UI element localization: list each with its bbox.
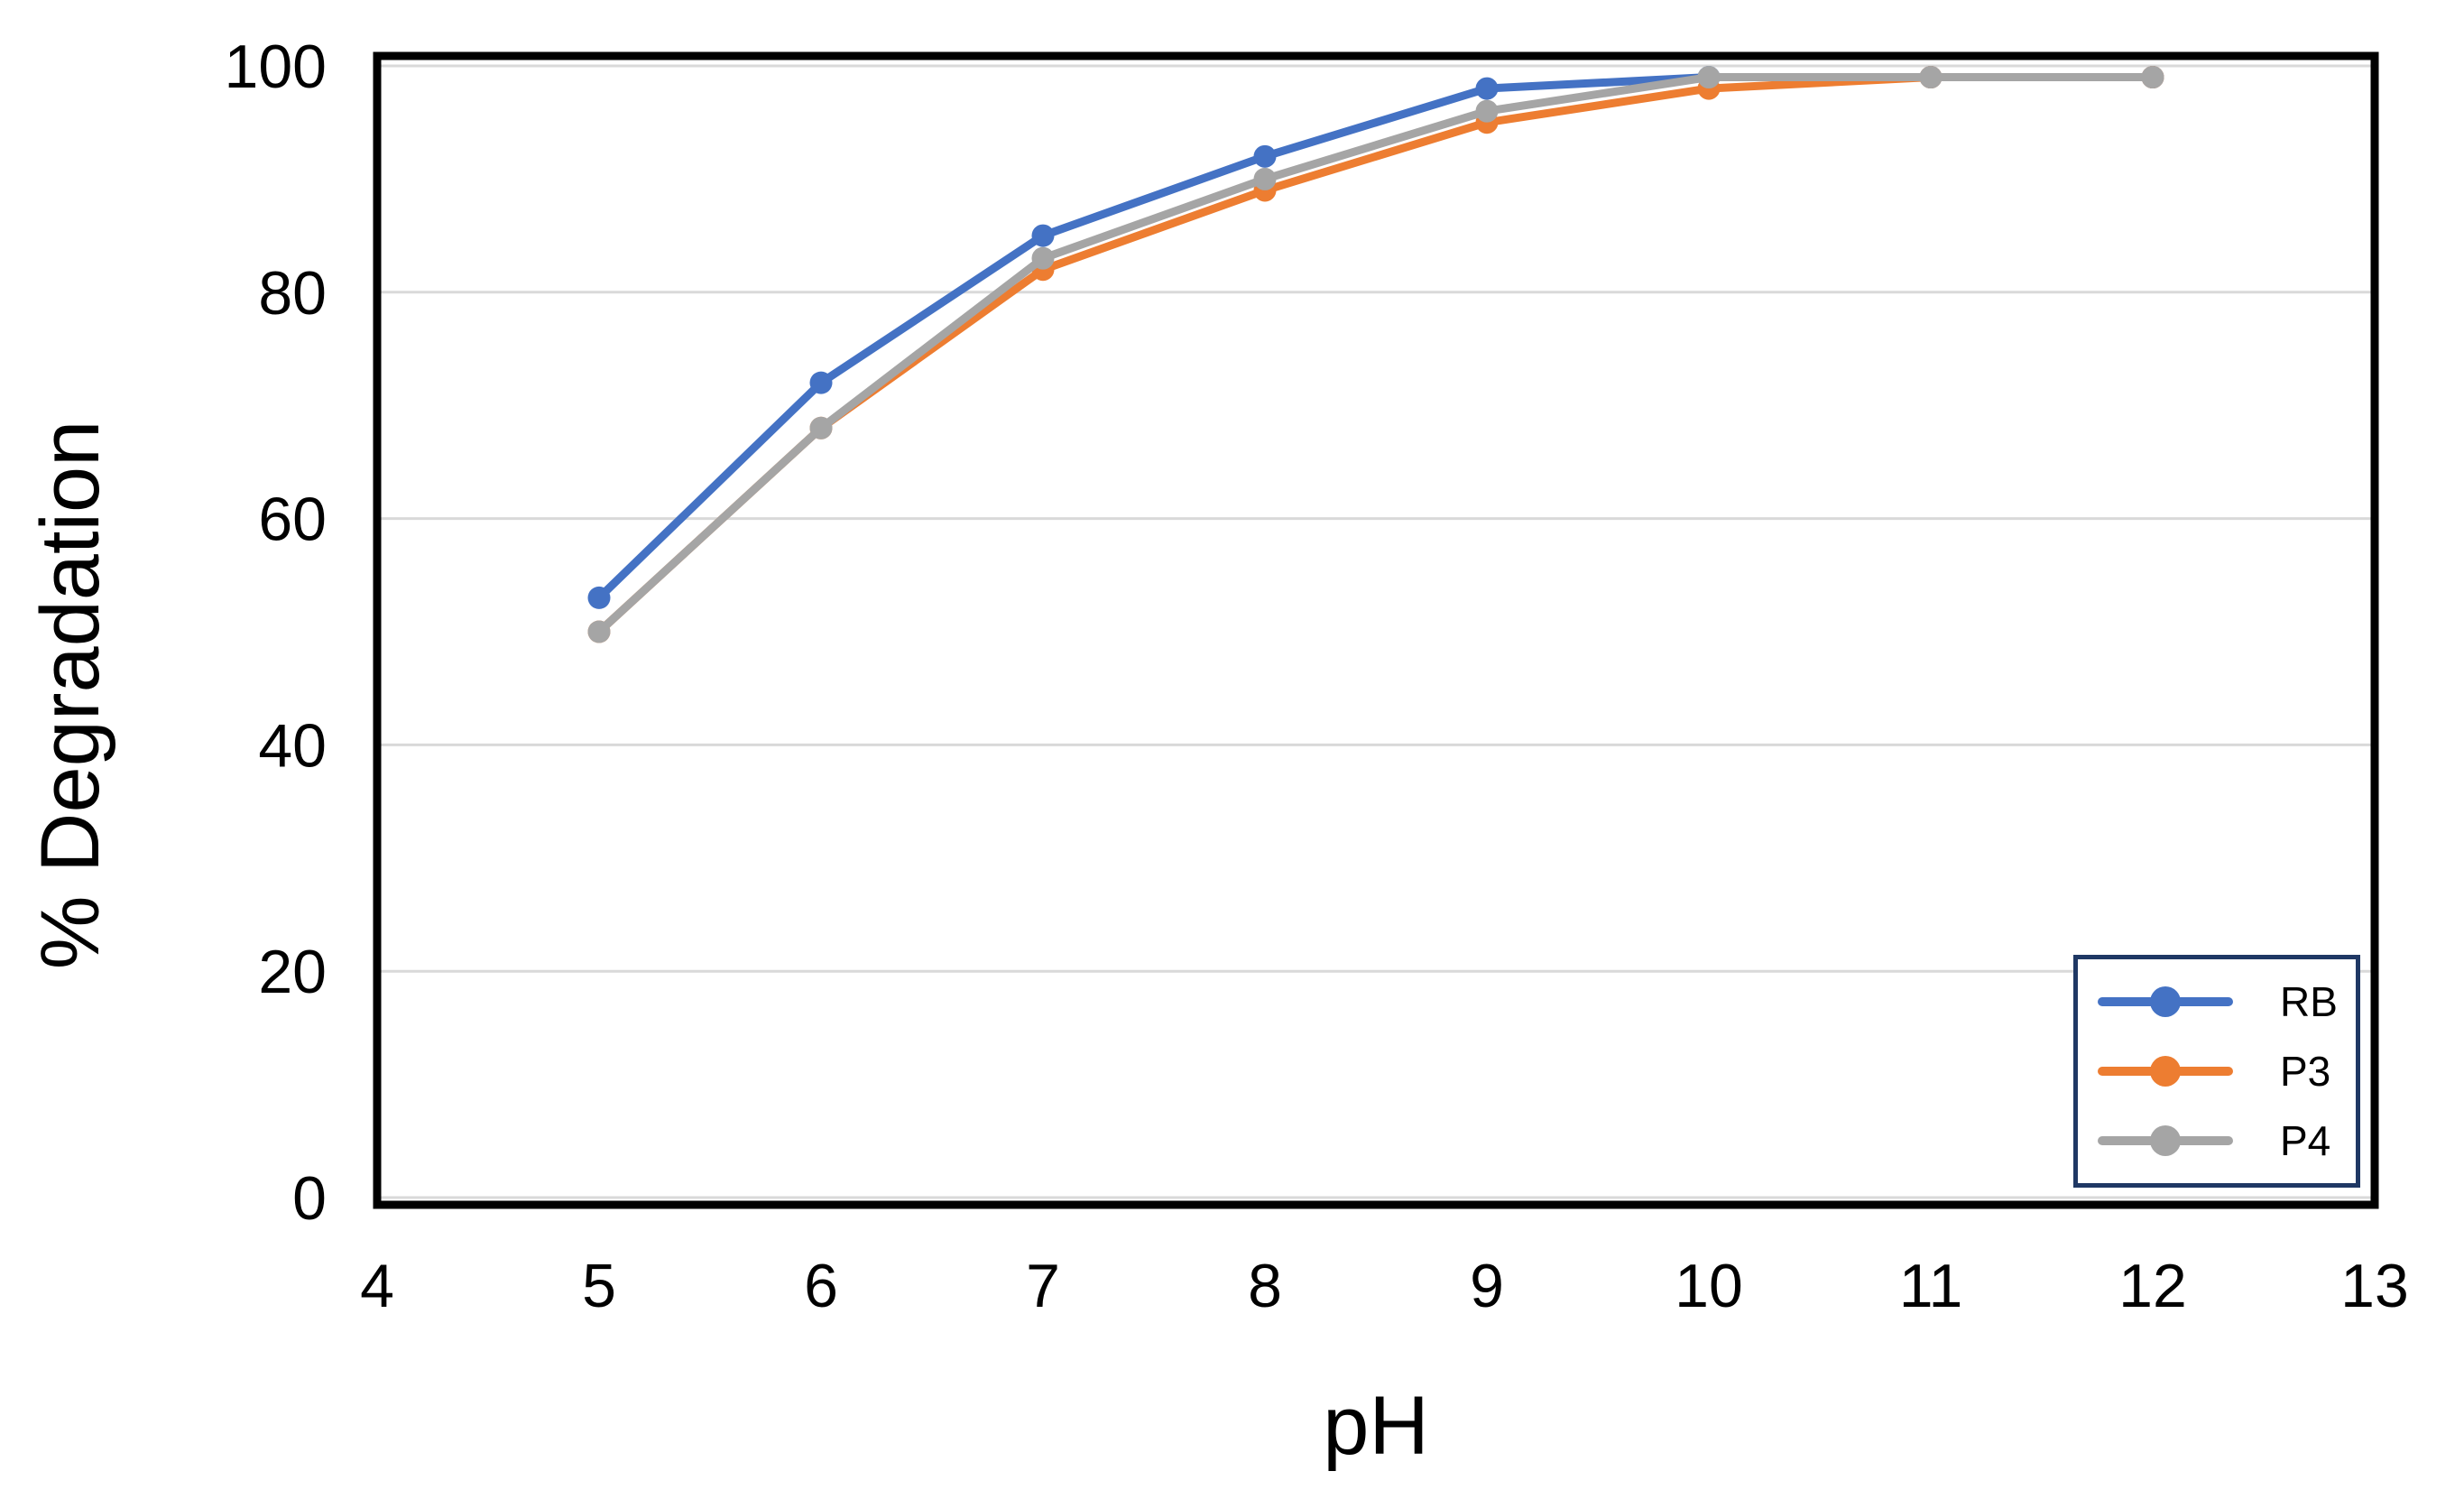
data-point-RB bbox=[1475, 77, 1499, 100]
legend-label-rb: RB bbox=[2280, 977, 2338, 1025]
x-tick-label: 7 bbox=[1026, 1252, 1060, 1320]
y-tick-label: 40 bbox=[258, 711, 327, 780]
data-point-P4 bbox=[1475, 99, 1499, 123]
legend-line-marker-icon bbox=[2098, 1055, 2233, 1087]
x-tick-label: 11 bbox=[1899, 1252, 1963, 1320]
data-series bbox=[587, 66, 2164, 643]
series-P4 bbox=[587, 66, 2164, 643]
y-tick-label: 80 bbox=[258, 259, 327, 328]
y-tick-label: 60 bbox=[258, 486, 327, 554]
legend-label-p3: P3 bbox=[2280, 1047, 2331, 1095]
data-point-P4 bbox=[809, 416, 833, 440]
x-tick-label: 9 bbox=[1470, 1252, 1504, 1320]
legend-item-rb: RB bbox=[2078, 975, 2356, 1029]
y-axis-title: % Degradation bbox=[24, 420, 116, 970]
series-P3 bbox=[587, 66, 2164, 643]
data-point-P4 bbox=[1253, 167, 1277, 190]
x-tick-label: 4 bbox=[360, 1252, 394, 1320]
data-point-P4 bbox=[1031, 246, 1055, 270]
axis-tick-labels: 0 20 40 60 80 100 4 5 6 7 8 9 10 11 12 13 bbox=[225, 32, 2409, 1320]
legend-line-marker-icon bbox=[2098, 985, 2233, 1017]
x-tick-label: 6 bbox=[804, 1252, 838, 1320]
data-point-RB bbox=[1253, 144, 1277, 168]
y-tick-label: 0 bbox=[292, 1164, 327, 1233]
data-point-RB bbox=[587, 586, 611, 609]
data-point-RB bbox=[1031, 224, 1055, 247]
y-tick-label: 20 bbox=[258, 938, 327, 1006]
data-point-P4 bbox=[1697, 66, 1721, 89]
legend: RB P3 P4 bbox=[2073, 955, 2360, 1188]
data-point-P4 bbox=[2141, 66, 2164, 89]
x-tick-label: 5 bbox=[582, 1252, 616, 1320]
plot-border bbox=[373, 51, 2379, 1209]
legend-label-p4: P4 bbox=[2280, 1117, 2331, 1165]
data-point-P4 bbox=[1919, 66, 1943, 89]
data-point-P4 bbox=[587, 620, 611, 643]
gridlines bbox=[380, 64, 2371, 1199]
x-tick-label: 8 bbox=[1248, 1252, 1282, 1320]
x-axis-title: pH bbox=[1323, 1380, 1429, 1472]
legend-item-p4: P4 bbox=[2078, 1114, 2356, 1168]
x-tick-label: 12 bbox=[2118, 1252, 2187, 1320]
legend-line-marker-icon bbox=[2098, 1125, 2233, 1157]
legend-item-p3: P3 bbox=[2078, 1044, 2356, 1098]
y-tick-label: 100 bbox=[225, 32, 327, 101]
x-tick-label: 10 bbox=[1675, 1252, 1743, 1320]
x-tick-label: 13 bbox=[2340, 1252, 2409, 1320]
data-point-RB bbox=[809, 371, 833, 394]
